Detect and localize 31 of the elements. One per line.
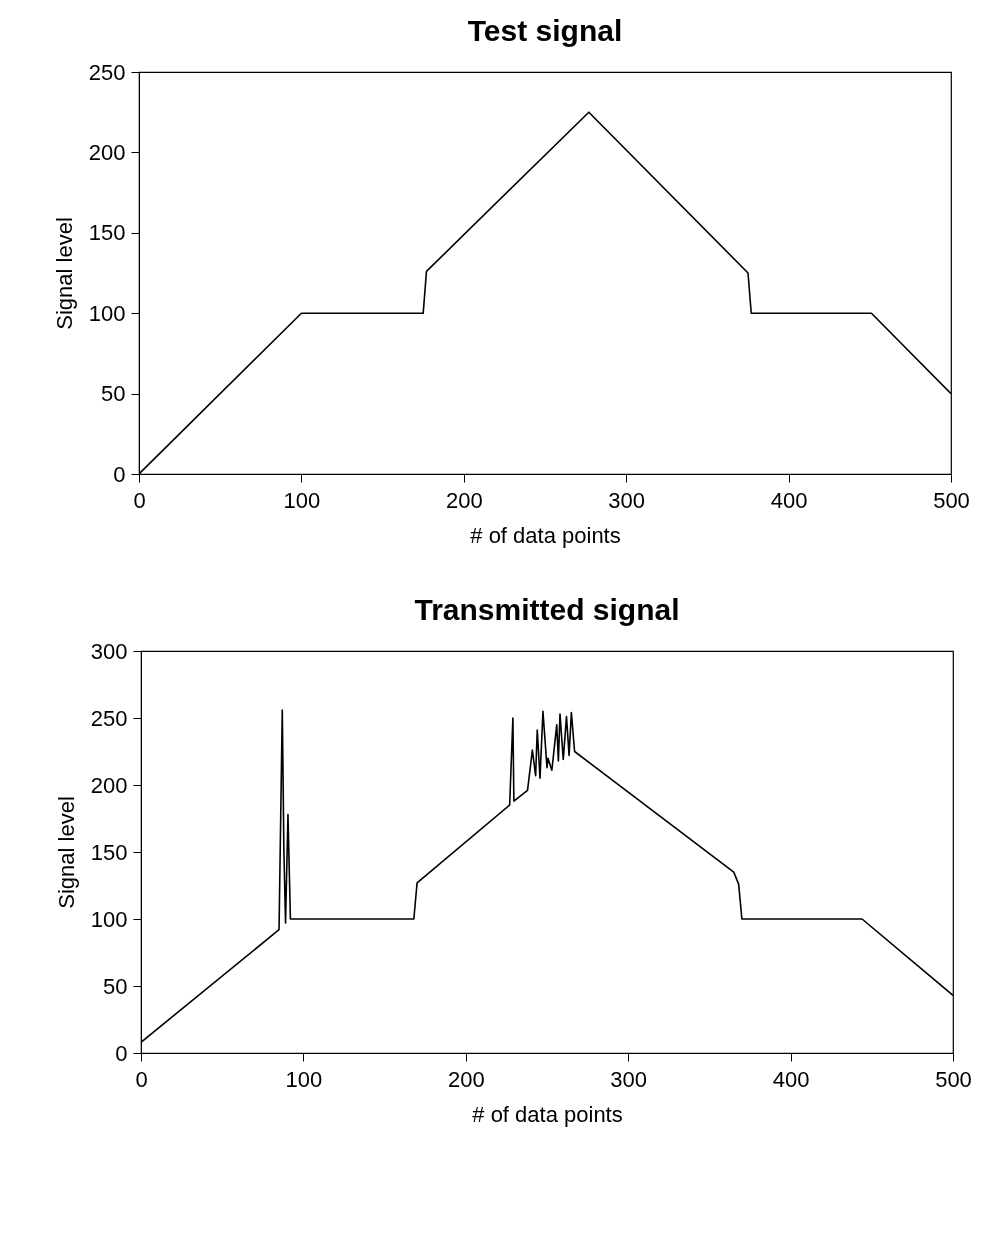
- x-tick-label: 200: [445, 487, 483, 513]
- x-tick-label: 400: [770, 487, 808, 513]
- x-axis-title: # of data points: [470, 522, 621, 548]
- y-tick-label: 200: [90, 772, 128, 798]
- x-tick-label: 100: [285, 1066, 323, 1092]
- x-tick-label: 0: [135, 1066, 148, 1092]
- x-tick-label: 300: [610, 1066, 648, 1092]
- y-tick-label: 0: [115, 1040, 128, 1066]
- y-tick-label: 50: [103, 973, 128, 999]
- x-tick-label: 500: [933, 487, 970, 513]
- y-axis-title: Signal level: [51, 217, 77, 330]
- y-axis-title: Signal level: [53, 796, 79, 909]
- x-tick-label: 0: [133, 487, 146, 513]
- y-tick-label: 100: [88, 300, 126, 326]
- y-tick-label: 250: [90, 705, 128, 731]
- y-tick-label: 300: [90, 638, 128, 664]
- y-tick-label: 100: [90, 906, 128, 932]
- x-axis-title: # of data points: [472, 1101, 623, 1127]
- x-tick-label: 200: [447, 1066, 485, 1092]
- y-tick-label: 0: [113, 461, 126, 487]
- y-tick-label: 50: [101, 381, 126, 407]
- y-tick-label: 150: [88, 220, 126, 246]
- x-tick-label: 300: [608, 487, 646, 513]
- y-tick-label: 200: [88, 139, 126, 165]
- x-tick-label: 500: [935, 1066, 972, 1092]
- x-tick-label: 100: [283, 487, 321, 513]
- chart-title: Transmitted signal: [414, 593, 680, 626]
- chart-title: Test signal: [467, 14, 623, 47]
- y-tick-label: 250: [88, 59, 126, 85]
- y-tick-label: 150: [90, 839, 128, 865]
- x-tick-label: 400: [772, 1066, 810, 1092]
